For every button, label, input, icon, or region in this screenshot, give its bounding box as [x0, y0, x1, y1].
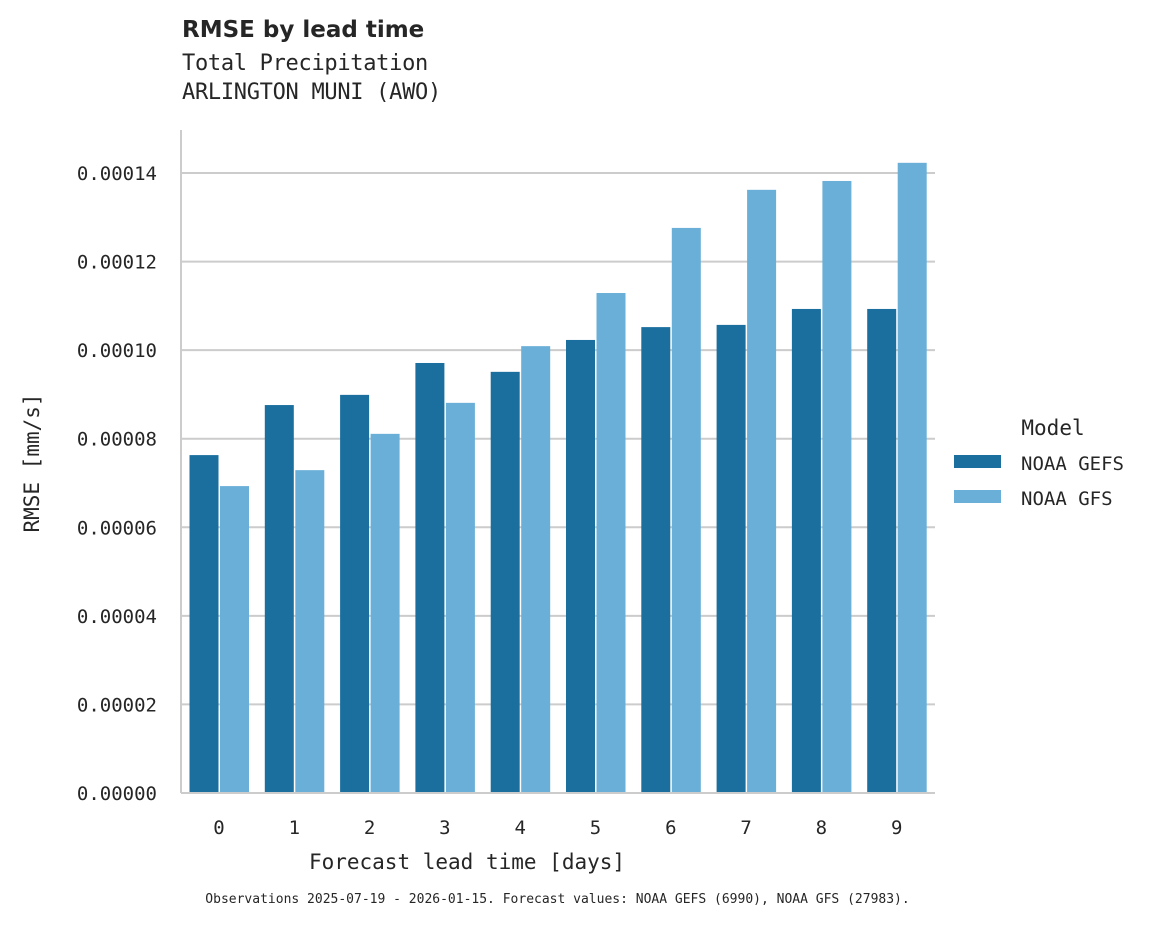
x-axis-title: Forecast lead time [days] [309, 850, 625, 874]
y-tick-labels: 0.00000 0.00002 0.00004 0.00006 0.00008 0.000… [77, 163, 157, 805]
bar-noaa-gefs-day-5 [566, 339, 595, 793]
bar-noaa-gfs-day-9 [897, 162, 927, 794]
x-tick-label: 9 [891, 817, 902, 839]
x-tick-label: 0 [213, 817, 224, 839]
y-tick-label: 0.00010 [77, 340, 157, 362]
bar-noaa-gfs-day-1 [295, 470, 325, 793]
legend-swatch-gefs [954, 455, 1001, 468]
axes [180, 130, 935, 794]
y-tick-label: 0.00014 [77, 163, 157, 185]
chart-subtitle-variable: Total Precipitation [182, 51, 428, 76]
bar-noaa-gfs-day-2 [370, 433, 400, 793]
legend-swatch-gfs [954, 490, 1001, 503]
x-tick-label: 8 [816, 817, 827, 839]
y-axis-title: RMSE [mm/s] [20, 393, 44, 532]
bar-noaa-gfs-day-6 [671, 227, 701, 793]
chart-subtitle-station: ARLINGTON MUNI (AWO) [182, 80, 441, 105]
bar-noaa-gefs-day-7 [716, 324, 746, 793]
legend-label-gefs: NOAA GEFS [1021, 453, 1124, 475]
bar-noaa-gfs-day-4 [521, 346, 551, 793]
footnote: Observations 2025-07-19 - 2026-01-15. Fo… [205, 892, 910, 907]
x-tick-label: 3 [439, 817, 450, 839]
x-tick-label: 4 [514, 817, 525, 839]
gridlines [181, 172, 935, 706]
y-tick-label: 0.00000 [77, 783, 157, 805]
bar-noaa-gefs-day-3 [415, 362, 445, 793]
bar-noaa-gefs-day-9 [867, 308, 897, 793]
bar-noaa-gefs-day-0 [189, 455, 219, 793]
x-tick-label: 1 [289, 817, 300, 839]
x-tick-label: 2 [364, 817, 375, 839]
x-tick-labels: 0 1 2 3 4 5 6 7 8 9 [213, 817, 902, 839]
bar-noaa-gefs-day-8 [791, 308, 821, 793]
bar-noaa-gfs-day-5 [596, 293, 626, 793]
chart-title: RMSE by lead time [182, 17, 425, 43]
y-tick-label: 0.00012 [77, 252, 157, 274]
bar-noaa-gfs-day-0 [220, 486, 249, 793]
x-tick-label: 7 [740, 817, 751, 839]
legend: Model NOAA GEFS NOAA GFS [954, 416, 1124, 510]
bar-noaa-gfs-day-3 [445, 402, 475, 793]
x-tick-label: 5 [590, 817, 601, 839]
legend-title: Model [1021, 416, 1084, 440]
bar-noaa-gefs-day-6 [641, 327, 671, 793]
bar-noaa-gefs-day-1 [264, 405, 294, 793]
y-tick-label: 0.00004 [77, 606, 157, 628]
y-tick-label: 0.00008 [77, 429, 157, 451]
y-tick-label: 0.00002 [77, 694, 157, 716]
x-tick-label: 6 [665, 817, 676, 839]
bar-noaa-gefs-day-2 [340, 394, 370, 793]
y-tick-label: 0.00006 [77, 517, 157, 539]
bar-noaa-gfs-day-7 [747, 189, 777, 794]
bars [189, 162, 927, 794]
bar-noaa-gfs-day-8 [822, 180, 852, 793]
legend-label-gfs: NOAA GFS [1021, 488, 1113, 510]
bar-noaa-gefs-day-4 [490, 371, 520, 793]
